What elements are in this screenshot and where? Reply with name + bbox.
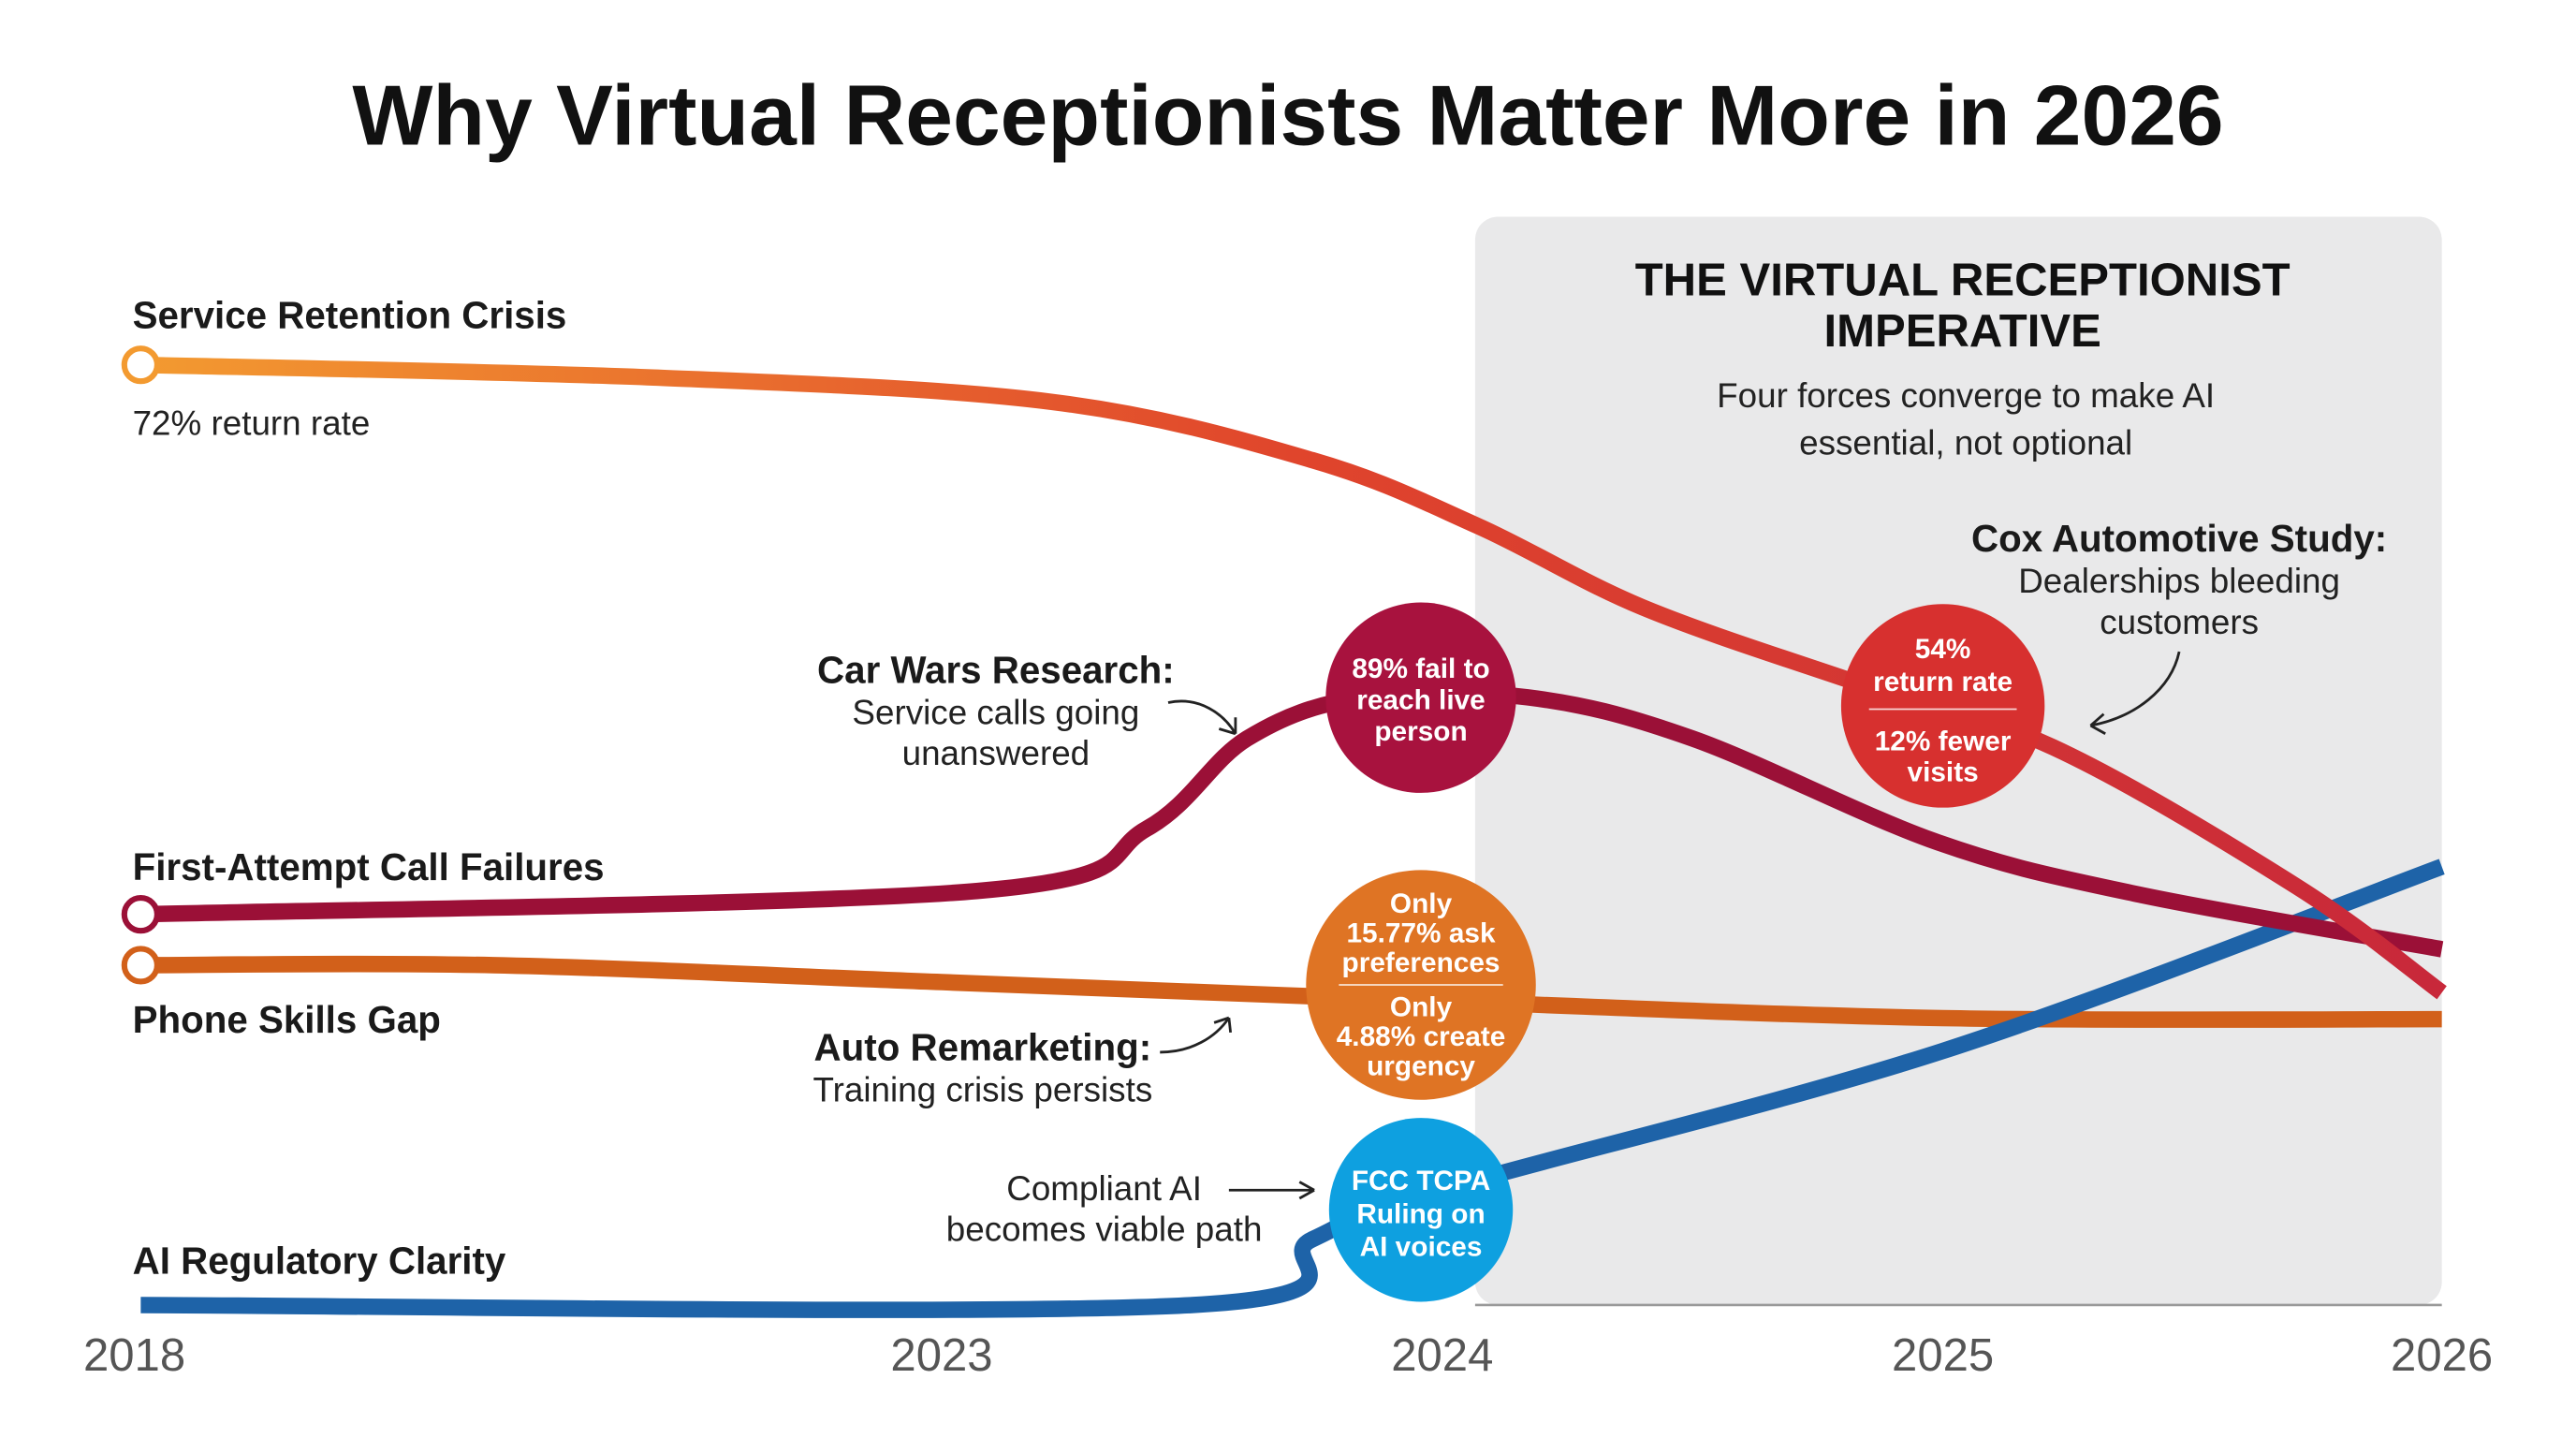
bubble-text: reach live: [1356, 684, 1486, 715]
bubble-text: 15.77% ask: [1346, 917, 1495, 948]
annotation-text: customers: [2100, 603, 2259, 641]
series-label-call-failures: First-Attempt Call Failures: [133, 845, 605, 888]
x-tick-label: 2025: [1892, 1330, 1994, 1381]
series-start-marker: [121, 895, 160, 934]
annotation-compliant-ai: Compliant AI becomes viable path: [946, 1169, 1315, 1249]
bubble-text: preferences: [1342, 947, 1500, 978]
annotation-head: Cox Automotive Study:: [1971, 517, 2387, 560]
bubble-text: FCC TCPA: [1352, 1166, 1490, 1196]
annotation-auto-remarketing: Auto Remarketing: Training crisis persis…: [812, 1016, 1233, 1109]
series-label-phone-skills: Phone Skills Gap: [133, 998, 441, 1041]
annotation-text: Dealerships bleeding: [2018, 562, 2340, 600]
annotation-head: Car Wars Research:: [817, 648, 1175, 691]
region-subtitle-1: Four forces converge to make AI: [1717, 376, 2215, 415]
bubble-call-failures: 89% fail to reach live person: [1325, 602, 1516, 793]
bubble-retention: 54% return rate 12% fewer visits: [1840, 604, 2045, 808]
series-start-marker: [121, 345, 160, 385]
x-tick-label: 2024: [1391, 1330, 1493, 1381]
bubble-fcc-ruling: FCC TCPA Ruling on AI voices: [1328, 1118, 1514, 1302]
series-start-marker: [121, 946, 160, 985]
bubble-text: Ruling on: [1356, 1198, 1485, 1229]
x-tick-label: 2023: [890, 1330, 992, 1381]
series-label-service-retention: Service Retention Crisis: [133, 294, 567, 337]
bubble-text: Only: [1390, 991, 1453, 1022]
bubble-text: return rate: [1873, 667, 2012, 697]
annotation-car-wars: Car Wars Research: Service calls going u…: [817, 648, 1237, 772]
region-title-2: IMPERATIVE: [1823, 306, 2100, 357]
annotation-head: Auto Remarketing:: [814, 1026, 1152, 1069]
annotation-text: Compliant AI: [1006, 1169, 1202, 1208]
bubble-text: visits: [1908, 757, 1979, 788]
bubble-text: urgency: [1367, 1050, 1475, 1081]
region-title-1: THE VIRTUAL RECEPTIONIST: [1635, 256, 2291, 306]
bubble-phone-skills: Only 15.77% ask preferences Only 4.88% c…: [1306, 870, 1536, 1100]
bubble-text: 54%: [1915, 634, 1971, 665]
annotation-text: Training crisis persists: [812, 1071, 1152, 1109]
arrow-icon: [1228, 1181, 1315, 1200]
series-label-ai-regulatory: AI Regulatory Clarity: [133, 1240, 506, 1283]
region-subtitle-2: essential, not optional: [1799, 424, 2132, 462]
bubble-text: Only: [1390, 888, 1453, 919]
annotation-cox: Cox Automotive Study: Dealerships bleedi…: [1971, 517, 2387, 736]
bubble-text: 89% fail to: [1352, 653, 1489, 684]
bubble-text: person: [1374, 716, 1467, 747]
series-sublabel-return-rate: 72% return rate: [133, 404, 371, 443]
bubble-text: 4.88% create: [1337, 1021, 1506, 1052]
annotation-text: Service calls going: [852, 693, 1139, 731]
x-tick-label: 2026: [2391, 1330, 2493, 1381]
arrow-icon: [1167, 699, 1237, 736]
x-tick-label: 2018: [83, 1330, 185, 1381]
arrow-icon: [2089, 651, 2181, 736]
bubble-text: 12% fewer: [1875, 726, 2012, 756]
annotation-text: unanswered: [902, 734, 1090, 772]
chart-title: Why Virtual Receptionists Matter More in…: [352, 67, 2223, 163]
arrow-icon: [1160, 1016, 1233, 1054]
bubble-text: AI voices: [1360, 1231, 1483, 1262]
annotation-text: becomes viable path: [946, 1211, 1263, 1249]
series-line-0: [140, 356, 2447, 1000]
